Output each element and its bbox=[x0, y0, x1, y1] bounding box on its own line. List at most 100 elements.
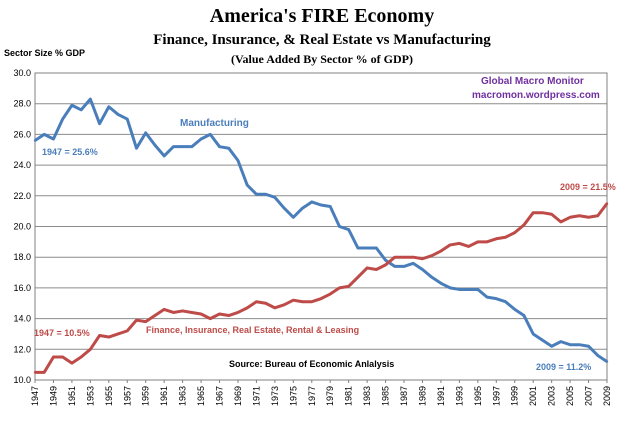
data-point-manufacturing-1984 bbox=[375, 246, 378, 250]
fire-1947-annotation: 1947 = 10.5% bbox=[34, 328, 90, 338]
data-point-manufacturing-2004 bbox=[559, 340, 563, 343]
data-point-manufacturing-1973 bbox=[273, 196, 277, 199]
data-point-fire-1975 bbox=[292, 298, 295, 302]
data-point-fire-1970 bbox=[245, 306, 249, 310]
data-point-fire-1972 bbox=[264, 302, 267, 305]
data-point-manufacturing-1961 bbox=[162, 154, 166, 158]
data-point-fire-1962 bbox=[172, 311, 175, 314]
data-point-fire-1986 bbox=[393, 256, 397, 259]
data-point-fire-1966 bbox=[209, 317, 212, 320]
data-point-fire-2006 bbox=[578, 214, 581, 217]
data-point-fire-1967 bbox=[218, 312, 221, 316]
data-point-manufacturing-1993 bbox=[458, 288, 461, 291]
data-point-manufacturing-1986 bbox=[393, 265, 397, 268]
brand-url: macromon.wordpress.com bbox=[472, 90, 600, 101]
data-point-manufacturing-2000 bbox=[522, 314, 526, 317]
data-point-manufacturing-1999 bbox=[513, 308, 516, 311]
data-point-fire-1950 bbox=[61, 355, 64, 359]
data-point-fire-2004 bbox=[559, 220, 563, 224]
data-point-fire-2008 bbox=[596, 214, 599, 217]
data-point-manufacturing-1953 bbox=[89, 97, 92, 101]
data-point-fire-1997 bbox=[495, 237, 498, 240]
data-point-fire-1985 bbox=[384, 263, 387, 267]
x-tick-label-1991: 1991 bbox=[436, 386, 446, 406]
data-point-fire-1998 bbox=[504, 236, 507, 239]
x-tick-label-1951: 1951 bbox=[67, 386, 77, 406]
x-tick-label-2003: 2003 bbox=[547, 386, 557, 406]
data-point-manufacturing-1974 bbox=[282, 206, 286, 210]
mfg-1947-annotation: 1947 = 25.6% bbox=[42, 147, 98, 157]
data-point-fire-2002 bbox=[541, 211, 544, 214]
y-tick-label-20: 20.0 bbox=[13, 222, 31, 232]
data-point-fire-1990 bbox=[430, 254, 433, 257]
data-point-fire-1953 bbox=[89, 348, 92, 351]
data-point-fire-1976 bbox=[301, 300, 304, 303]
x-tick-label-1969: 1969 bbox=[233, 386, 243, 406]
x-tick-label-1955: 1955 bbox=[104, 386, 114, 406]
data-point-manufacturing-1990 bbox=[430, 275, 433, 279]
data-point-manufacturing-1948 bbox=[43, 133, 46, 136]
data-point-manufacturing-1969 bbox=[236, 159, 240, 162]
data-point-fire-2003 bbox=[550, 213, 553, 216]
data-point-manufacturing-1995 bbox=[476, 288, 480, 291]
y-tick-label-26: 26.0 bbox=[13, 129, 31, 139]
data-point-manufacturing-1965 bbox=[199, 137, 203, 141]
x-tick-label-1953: 1953 bbox=[85, 386, 95, 406]
data-point-fire-1971 bbox=[255, 300, 258, 303]
mfg-2009-annotation: 2009 = 11.2% bbox=[536, 362, 591, 372]
data-point-manufacturing-2005 bbox=[568, 343, 572, 346]
data-point-manufacturing-2001 bbox=[531, 332, 535, 336]
data-point-manufacturing-1950 bbox=[61, 117, 64, 121]
x-tick-label-1999: 1999 bbox=[510, 386, 520, 406]
y-tick-label-18: 18.0 bbox=[13, 252, 31, 262]
data-point-fire-1977 bbox=[310, 300, 313, 303]
data-point-manufacturing-1952 bbox=[79, 108, 83, 112]
data-point-manufacturing-1956 bbox=[116, 113, 120, 116]
data-point-fire-2009 bbox=[605, 202, 609, 205]
data-point-fire-1987 bbox=[402, 256, 406, 259]
x-tick-label-2007: 2007 bbox=[584, 386, 594, 406]
data-point-manufacturing-1962 bbox=[172, 145, 175, 148]
x-tick-label-1981: 1981 bbox=[344, 386, 354, 406]
x-tick-label-1993: 1993 bbox=[454, 386, 464, 406]
data-point-manufacturing-1989 bbox=[421, 268, 424, 271]
data-point-fire-1949 bbox=[52, 355, 55, 359]
data-point-fire-1995 bbox=[476, 240, 480, 244]
data-point-manufacturing-1998 bbox=[504, 300, 507, 303]
data-point-manufacturing-1980 bbox=[338, 225, 341, 228]
chart-subtitle: Finance, Insurance, & Real Estate vs Man… bbox=[153, 32, 491, 48]
data-point-manufacturing-1958 bbox=[135, 147, 138, 150]
data-point-fire-1963 bbox=[181, 309, 184, 313]
data-point-fire-1988 bbox=[412, 256, 415, 259]
x-tick-label-1987: 1987 bbox=[399, 386, 409, 406]
y-axis-ticks: 10.0 12.0 14.0 16.0 18.0 20.0 22.0 24.0 26.0 28.0… bbox=[13, 68, 31, 385]
data-point-fire-1952 bbox=[79, 355, 83, 359]
chart-subtitle-2: (Value Added By Sector % of GDP) bbox=[231, 52, 413, 66]
x-tick-label-1957: 1957 bbox=[122, 386, 132, 406]
data-point-fire-2007 bbox=[587, 216, 590, 219]
data-point-fire-1964 bbox=[190, 311, 194, 314]
data-point-manufacturing-1992 bbox=[448, 286, 452, 290]
data-point-manufacturing-2008 bbox=[596, 354, 599, 357]
fire-series-label: Finance, Insurance, Real Estate, Rental … bbox=[146, 325, 359, 335]
data-point-manufacturing-1963 bbox=[181, 145, 184, 148]
x-tick-label-2009: 2009 bbox=[602, 386, 612, 406]
data-point-fire-1978 bbox=[319, 297, 323, 300]
chart-title: America's FIRE Economy bbox=[210, 5, 434, 27]
x-tick-label-2001: 2001 bbox=[528, 386, 538, 406]
x-tick-label-2005: 2005 bbox=[565, 386, 575, 406]
data-point-manufacturing-1976 bbox=[301, 206, 304, 210]
data-point-fire-1956 bbox=[116, 332, 120, 336]
data-point-fire-1992 bbox=[448, 243, 452, 247]
data-point-manufacturing-1982 bbox=[356, 246, 360, 250]
x-tick-label-1959: 1959 bbox=[141, 386, 151, 406]
data-point-manufacturing-1991 bbox=[439, 282, 443, 285]
x-tick-label-1977: 1977 bbox=[307, 386, 317, 406]
x-tick-label-1989: 1989 bbox=[417, 386, 427, 406]
data-point-manufacturing-1971 bbox=[255, 193, 258, 196]
data-point-fire-1947 bbox=[33, 371, 37, 374]
data-point-manufacturing-1977 bbox=[310, 200, 313, 204]
data-point-manufacturing-1964 bbox=[190, 145, 194, 148]
x-tick-label-1973: 1973 bbox=[270, 386, 280, 406]
data-point-fire-1955 bbox=[107, 335, 111, 339]
